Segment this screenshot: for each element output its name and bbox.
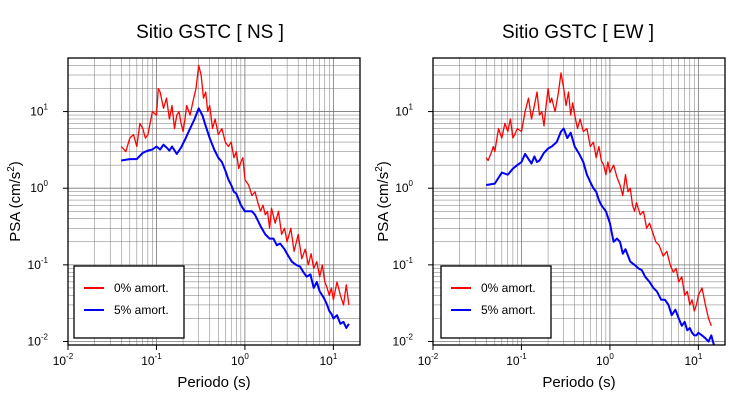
legend-box xyxy=(73,265,185,339)
grid xyxy=(67,57,361,346)
x-axis: 10-2 10-1 100 101 xyxy=(418,345,703,368)
y-tick-label: 10-2 xyxy=(28,332,49,348)
legend-label: 5% amort. xyxy=(114,303,169,317)
legend-label: 0% amort. xyxy=(114,281,169,295)
series-line-damping-5 xyxy=(121,107,350,329)
y-axis: 10-2 10-1 100 101 xyxy=(393,103,433,348)
x-tick-label: 10-2 xyxy=(53,352,74,368)
x-tick-label: 10-1 xyxy=(141,352,162,368)
y-tick-label: 10-1 xyxy=(393,256,414,272)
y-axis: 10-2 10-1 100 101 xyxy=(28,103,68,348)
chart-title: Sitio GSTC [ EW ] xyxy=(502,22,654,43)
chart-panel-1: 10-2 10-1 100 101 10-2 10-1 100 101 Sitio GSTC [… xyxy=(6,22,361,391)
chart-title: Sitio GSTC [ NS ] xyxy=(136,22,284,43)
y-axis-label: PSA (cm/s2) xyxy=(6,161,24,242)
plot-frame xyxy=(432,57,726,346)
x-tick-label: 10-2 xyxy=(418,352,439,368)
y-tick-label: 10-1 xyxy=(28,256,49,272)
y-tick-label: 10-2 xyxy=(393,332,414,348)
y-tick-label: 101 xyxy=(395,103,413,119)
legend-box xyxy=(440,265,552,339)
x-tick-label: 100 xyxy=(231,352,249,368)
x-tick-label: 101 xyxy=(684,352,702,368)
legend-label: 5% amort. xyxy=(481,303,536,317)
x-tick-label: 101 xyxy=(319,352,337,368)
legend: 0% amort. 5% amort. xyxy=(73,265,185,339)
y-tick-label: 101 xyxy=(30,103,48,119)
x-axis-label: Periodo (s) xyxy=(177,374,250,391)
chart-panel-2: 10-2 10-1 100 101 10-2 10-1 100 101 Sitio GSTC [… xyxy=(374,22,726,391)
series-line-damping-0 xyxy=(485,72,712,327)
x-tick-label: 10-1 xyxy=(506,352,527,368)
y-axis-label: PSA (cm/s2) xyxy=(374,161,392,242)
series-line-damping-0 xyxy=(120,64,350,306)
plot-frame xyxy=(67,57,361,346)
legend-label: 0% amort. xyxy=(481,281,536,295)
series-line-damping-5 xyxy=(486,127,715,346)
y-tick-label: 100 xyxy=(395,179,413,195)
x-axis-label: Periodo (s) xyxy=(542,374,615,391)
x-axis: 10-2 10-1 100 101 xyxy=(53,345,338,368)
y-tick-label: 100 xyxy=(30,179,48,195)
x-tick-label: 100 xyxy=(596,352,614,368)
legend: 0% amort. 5% amort. xyxy=(440,265,552,339)
